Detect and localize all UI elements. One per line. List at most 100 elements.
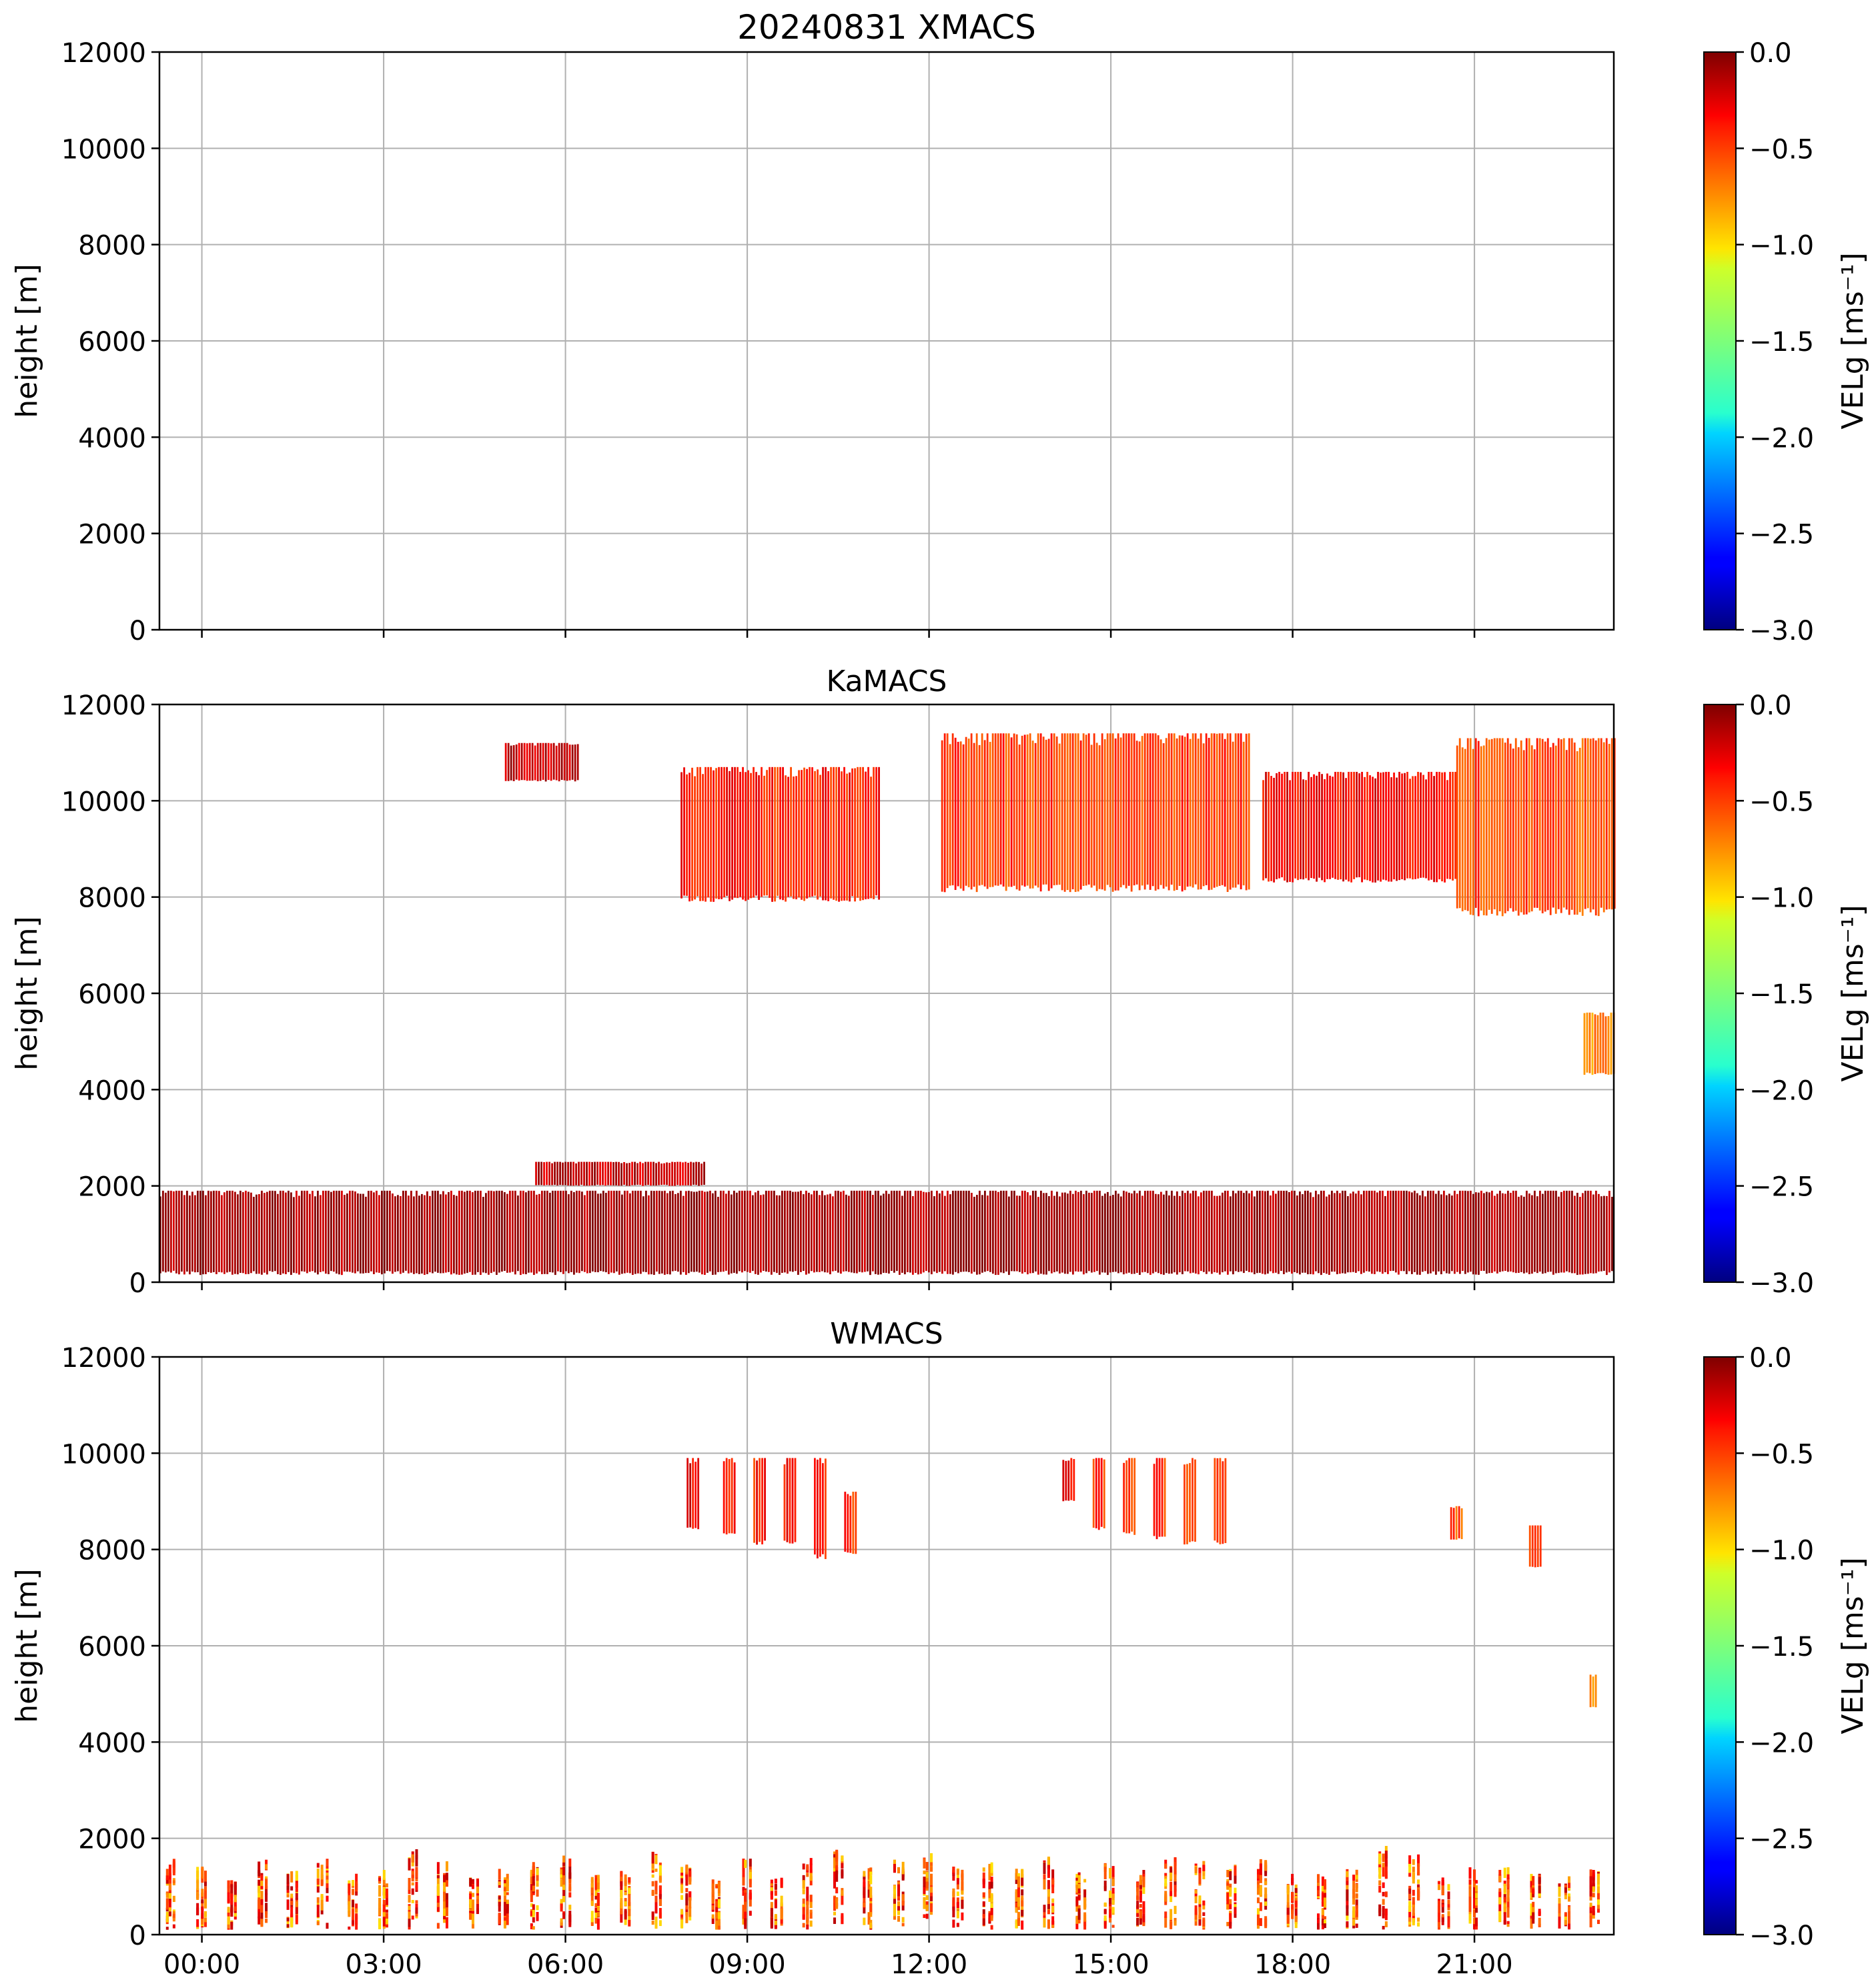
echo-column [1216, 1458, 1219, 1543]
echo-column [1083, 1879, 1087, 1883]
echo-column [628, 1887, 631, 1895]
echo-column [954, 737, 957, 891]
echo-column [760, 1195, 762, 1273]
echo-column [923, 1914, 926, 1919]
echo-column [1318, 1194, 1320, 1274]
echo-column [258, 1193, 260, 1274]
x-tick-label: 12:00 [891, 1949, 967, 1980]
echo-column [1378, 1904, 1382, 1917]
echo-column [1589, 1869, 1592, 1882]
echo-column [809, 1869, 813, 1881]
echo-column [817, 769, 819, 900]
echo-column [1308, 772, 1310, 881]
echo-column [835, 767, 837, 901]
echo-column [1382, 1866, 1385, 1877]
echo-column [939, 1193, 941, 1272]
echo-column [680, 1895, 684, 1900]
echo-column [1550, 1190, 1552, 1272]
echo-column [416, 1190, 418, 1274]
echo-column [547, 742, 550, 781]
low-level-echo [165, 1846, 1600, 1930]
echo-column [640, 1190, 642, 1274]
echo-column [1139, 1911, 1142, 1919]
echo-column [1334, 1193, 1336, 1272]
echo-column [1248, 1193, 1250, 1272]
echo-column [990, 1862, 993, 1873]
echo-column [802, 1903, 805, 1908]
echo-column [809, 1858, 813, 1865]
echo-column [1073, 1459, 1075, 1501]
echo-column [233, 1885, 237, 1897]
echo-column [1075, 1885, 1079, 1893]
x-axis-ticks [201, 1282, 1476, 1290]
echo-column [442, 1191, 444, 1274]
echo-column [1558, 1887, 1561, 1897]
echo-column [348, 1926, 351, 1930]
echo-column [1352, 1191, 1354, 1272]
echo-column [1077, 1905, 1081, 1911]
echo-column [378, 1897, 382, 1909]
echo-column [1053, 1195, 1055, 1273]
echo-column [1195, 1190, 1197, 1274]
echo-column [1509, 743, 1512, 909]
echo-column [723, 767, 725, 898]
echo-column [1586, 738, 1589, 909]
echo-column [651, 1851, 654, 1864]
echo-column [1262, 1190, 1264, 1274]
panel-title: KaMACS [827, 664, 947, 698]
echo-column [1506, 1877, 1510, 1888]
echo-column [1538, 1877, 1541, 1885]
echo-column [1438, 772, 1440, 880]
echo-column [867, 767, 869, 899]
echo-column [749, 1911, 752, 1916]
colorbar-tick-label: −2.5 [1749, 1825, 1814, 1855]
echo-column [1382, 1899, 1385, 1905]
echo-column [1075, 1896, 1079, 1907]
echo-column [1142, 1882, 1145, 1894]
echo-column [997, 733, 999, 886]
echo-column [1504, 1193, 1506, 1272]
echo-column [756, 1460, 758, 1545]
echo-column [533, 1190, 535, 1276]
echo-column [1017, 1917, 1020, 1927]
colorbar-tick-label: −1.0 [1749, 231, 1814, 262]
echo-column [260, 1886, 264, 1889]
echo-column [1506, 1921, 1510, 1927]
echo-column [1043, 1917, 1046, 1928]
echo-column [970, 733, 973, 890]
echo-column [628, 1877, 631, 1883]
echo-column [317, 1190, 319, 1275]
echo-column [1267, 1190, 1269, 1274]
echo-column [1278, 1190, 1280, 1274]
echo-column [1406, 1190, 1408, 1274]
echo-column [1153, 1464, 1155, 1536]
echo-column [671, 1161, 673, 1186]
echo-column [1101, 733, 1103, 890]
echo-column [658, 1885, 662, 1891]
echo-column [728, 1190, 730, 1275]
echo-column [506, 1892, 509, 1895]
echo-column [1458, 738, 1461, 909]
echo-column [1151, 733, 1154, 887]
echo-column [1448, 1193, 1450, 1274]
echo-column [514, 1190, 516, 1275]
echo-column [952, 1919, 955, 1928]
echo-column [1427, 1190, 1429, 1274]
echo-column [817, 1459, 819, 1559]
echo-column [1194, 1896, 1198, 1903]
echo-column [1149, 1190, 1151, 1275]
echo-column [1436, 772, 1438, 883]
echo-column [1340, 772, 1342, 880]
echo-column [1251, 1190, 1253, 1273]
echo-column [453, 1195, 455, 1274]
echo-column [411, 1915, 414, 1920]
echo-column [680, 1877, 684, 1883]
echo-column [1164, 1891, 1167, 1902]
echo-column [501, 1190, 503, 1272]
echo-column [965, 736, 967, 886]
echo-column [1013, 733, 1015, 886]
echo-column [1468, 1914, 1472, 1921]
echo-column [677, 1193, 679, 1272]
echo-column [165, 1893, 169, 1898]
echo-column [897, 1906, 901, 1911]
